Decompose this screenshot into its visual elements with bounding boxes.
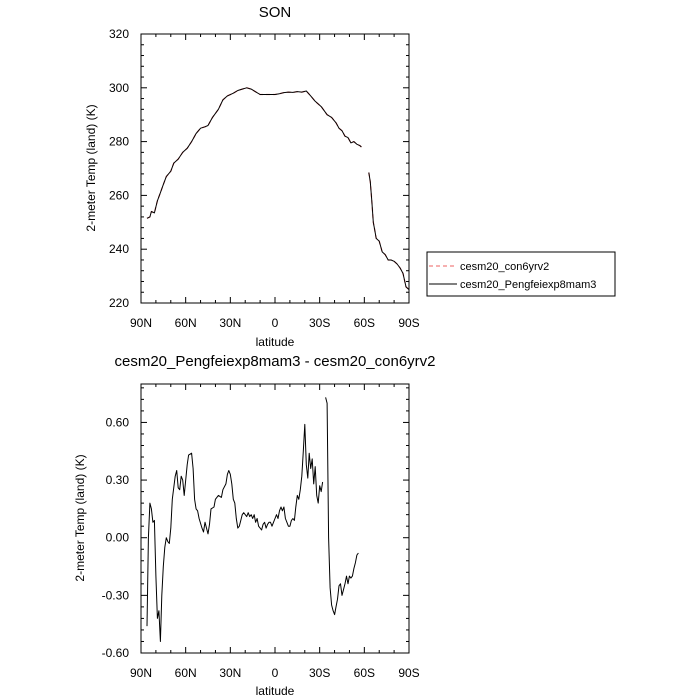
top-y-tick-label: 240 <box>109 242 129 256</box>
top-x-axis-label: latitude <box>256 335 295 349</box>
legend-box <box>426 251 616 297</box>
legend-label-con6yrv2: cesm20_con6yrv2 <box>460 261 549 273</box>
bottom-x-tick-label: 30S <box>309 666 330 680</box>
top-y-tick-label: 220 <box>109 296 129 310</box>
top-x-tick-label: 0 <box>272 316 279 330</box>
bottom-series-line-series <box>146 423 324 642</box>
top-plot-area: 90N 60N 30N 0 30S 60S 90S 220 240 260 280 300 320 <box>109 27 420 330</box>
top-y-tick-label: 300 <box>109 81 129 95</box>
bottom-x-tick-label: 0 <box>272 666 279 680</box>
top-x-tick-label: 30N <box>219 316 241 330</box>
top-y-tick-label: 260 <box>109 188 129 202</box>
top-plot-frame <box>140 33 410 304</box>
bottom-title: cesm20_Pengfeiexp8mam3 - cesm20_con6yrv2 <box>115 353 436 370</box>
top-x-tick-label: 30S <box>309 316 330 330</box>
bottom-x-tick-label: 60S <box>354 666 375 680</box>
bottom-y-tick-label: 0.30 <box>106 473 130 487</box>
bottom-x-axis-label: latitude <box>256 684 295 698</box>
top-y-tick-label: 280 <box>109 135 129 149</box>
top-x-tick-label: 60N <box>175 316 197 330</box>
top-x-tick-label: 60S <box>354 316 375 330</box>
bottom-x-tick-label: 90S <box>398 666 419 680</box>
bottom-y-tick-label: 0.60 <box>106 415 130 429</box>
bottom-y-tick-label: -0.30 <box>102 588 130 602</box>
bottom-x-tick-label: 90N <box>130 666 152 680</box>
bottom-x-tick-label: 30N <box>219 666 241 680</box>
bottom-y-axis-label: 2-meter Temp (land) (K) <box>73 454 87 581</box>
top-series-line-cesm20-pengfeiexp8mam3 <box>146 87 362 219</box>
legend: cesm20_con6yrv2 cesm20_Pengfeiexp8mam3 <box>426 251 616 297</box>
bottom-series-line-series <box>325 397 359 616</box>
top-x-tick-label: 90N <box>130 316 152 330</box>
top-y-axis-label: 2-meter Temp (land) (K) <box>84 104 98 231</box>
top-panel: SON 90N 60N 30N 0 30S 60S 90S 220 240 260 280 300 32… <box>84 4 616 349</box>
bottom-plot-area: 90N 60N 30N 0 30S 60S 90S -0.60 -0.30 0.00 0.30 0.6… <box>102 384 420 680</box>
bottom-panel: cesm20_Pengfeiexp8mam3 - cesm20_con6yrv2… <box>73 353 436 698</box>
top-title: SON <box>259 4 292 21</box>
top-x-tick-label: 90S <box>398 316 419 330</box>
top-y-tick-label: 320 <box>109 27 129 41</box>
top-series-line-cesm20-pengfeiexp8mam3 <box>368 172 410 290</box>
bottom-y-tick-label: 0.00 <box>106 531 130 545</box>
bottom-x-tick-label: 60N <box>175 666 197 680</box>
top-series-line-cesm20-con6yrv2 <box>146 87 362 219</box>
bottom-plot-frame <box>140 383 410 654</box>
legend-label-pengfeiexp8mam3: cesm20_Pengfeiexp8mam3 <box>460 279 596 291</box>
bottom-y-tick-label: -0.60 <box>102 646 130 660</box>
